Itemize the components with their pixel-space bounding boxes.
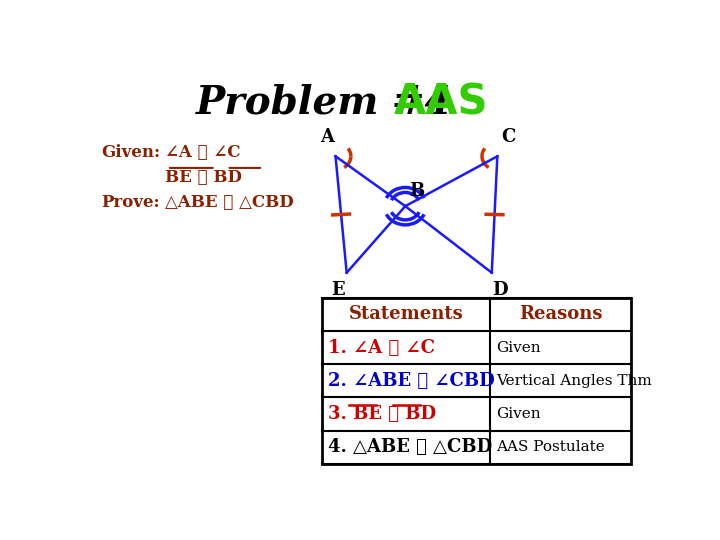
Text: AAS Postulate: AAS Postulate [496, 440, 605, 454]
Text: BE ≅ BD: BE ≅ BD [166, 168, 243, 186]
Text: Given: Given [496, 407, 541, 421]
Text: E: E [331, 281, 345, 299]
Text: ∠A ≅ ∠C: ∠A ≅ ∠C [166, 144, 240, 160]
Text: Given: Given [496, 341, 541, 355]
Text: Problem #4: Problem #4 [196, 83, 453, 121]
Text: 2. ∠ABE ≅ ∠CBD: 2. ∠ABE ≅ ∠CBD [328, 372, 495, 390]
Text: C: C [501, 128, 516, 146]
Bar [322, 298, 631, 464]
Text: B: B [409, 182, 424, 200]
Text: Statements: Statements [348, 305, 464, 323]
Text: 1. ∠A ≅ ∠C: 1. ∠A ≅ ∠C [328, 339, 436, 356]
Text: 4. △ABE ≅ △CBD: 4. △ABE ≅ △CBD [328, 438, 492, 456]
Text: A: A [320, 128, 334, 146]
Text: △ABE ≅ △CBD: △ABE ≅ △CBD [166, 193, 294, 211]
Text: Given:: Given: [101, 144, 161, 160]
Text: 3. BE ≅ BD: 3. BE ≅ BD [328, 405, 436, 423]
Text: D: D [492, 281, 508, 299]
Text: AAS: AAS [395, 81, 489, 123]
Text: Reasons: Reasons [519, 305, 603, 323]
Text: Prove:: Prove: [101, 193, 160, 211]
Text: Vertical Angles Thm: Vertical Angles Thm [496, 374, 652, 388]
